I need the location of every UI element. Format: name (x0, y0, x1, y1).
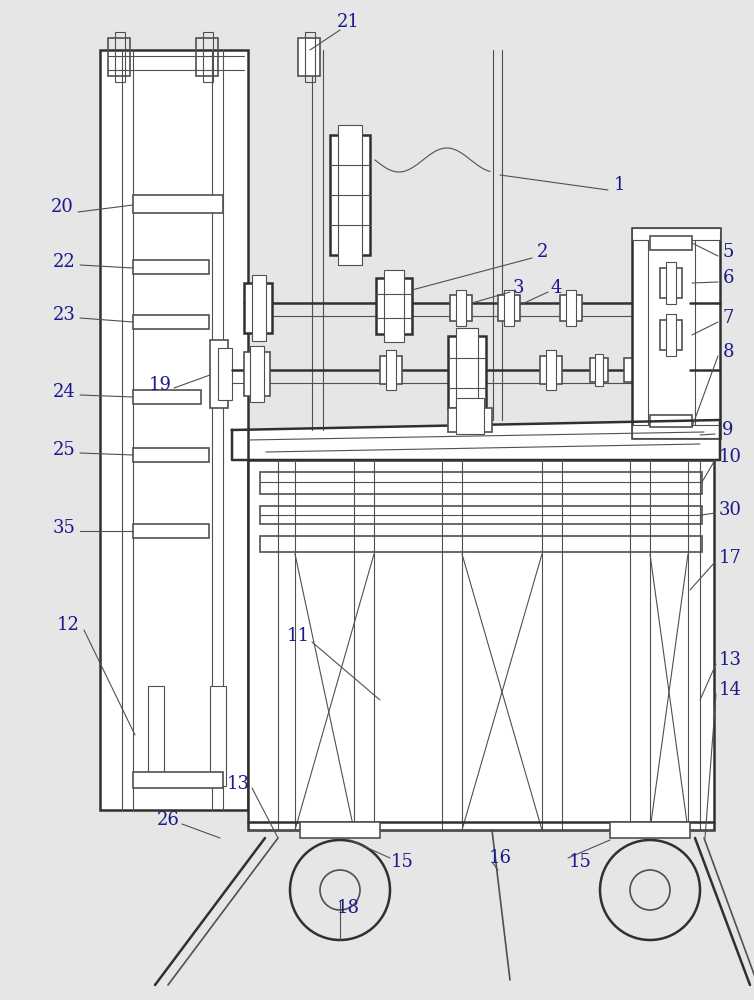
Polygon shape (232, 420, 720, 460)
Text: 23: 23 (53, 306, 75, 324)
Text: 21: 21 (336, 13, 360, 31)
Bar (100, 50, 248, 810)
Text: 35: 35 (53, 519, 75, 537)
Bar (133, 772, 223, 788)
Text: 24: 24 (53, 383, 75, 401)
Bar (498, 295, 520, 321)
Bar (660, 268, 682, 298)
Text: 17: 17 (719, 549, 741, 567)
Text: 18: 18 (336, 899, 360, 917)
Text: 12: 12 (57, 616, 79, 634)
Bar (540, 356, 562, 384)
Bar (456, 398, 484, 434)
Bar (218, 348, 232, 400)
Bar (380, 356, 402, 384)
Bar (456, 328, 478, 416)
Bar (632, 228, 720, 438)
Bar (133, 195, 223, 213)
Text: 26: 26 (157, 811, 179, 829)
Text: 7: 7 (722, 309, 734, 327)
Bar (260, 506, 702, 524)
Text: 15: 15 (391, 853, 413, 871)
Bar (650, 236, 692, 250)
Bar (566, 290, 576, 326)
Bar (196, 38, 218, 76)
Bar (244, 352, 270, 396)
Bar (305, 32, 315, 82)
Bar (590, 358, 608, 382)
Text: 30: 30 (719, 501, 741, 519)
Bar (610, 822, 690, 838)
Bar (250, 346, 264, 402)
Bar (298, 38, 320, 76)
Text: 6: 6 (722, 269, 734, 287)
Bar (260, 536, 702, 552)
Bar (666, 314, 676, 356)
Bar (456, 290, 466, 326)
Bar (595, 354, 603, 386)
Text: 9: 9 (722, 421, 734, 439)
Bar (252, 275, 266, 341)
Bar (376, 278, 412, 334)
Text: 11: 11 (287, 627, 309, 645)
Bar (560, 295, 582, 321)
Bar (386, 350, 396, 390)
Bar (384, 270, 404, 342)
Text: 16: 16 (489, 849, 511, 867)
Text: 8: 8 (722, 343, 734, 361)
Text: 10: 10 (719, 448, 741, 466)
Text: 13: 13 (719, 651, 741, 669)
Text: 19: 19 (149, 376, 171, 394)
Text: 14: 14 (719, 681, 741, 699)
Bar (660, 320, 682, 350)
Bar (624, 358, 642, 382)
Bar (108, 38, 130, 76)
Text: 5: 5 (722, 243, 734, 261)
Bar (248, 460, 714, 830)
Text: 22: 22 (53, 253, 75, 271)
Text: 2: 2 (536, 243, 547, 261)
Bar (244, 283, 272, 333)
Bar (300, 822, 380, 838)
Bar (133, 260, 209, 274)
Bar (632, 425, 720, 438)
Bar (448, 408, 492, 432)
Bar (148, 686, 164, 786)
Bar (133, 390, 201, 404)
Text: 20: 20 (51, 198, 73, 216)
Bar (450, 295, 472, 321)
Bar (260, 472, 702, 494)
Text: 13: 13 (226, 775, 250, 793)
Bar (448, 336, 486, 408)
Text: 15: 15 (569, 853, 591, 871)
Bar (133, 448, 209, 462)
Bar (210, 686, 226, 786)
Bar (546, 350, 556, 390)
Bar (504, 290, 514, 326)
Bar (666, 262, 676, 304)
Bar (133, 315, 209, 329)
Text: 25: 25 (53, 441, 75, 459)
Bar (203, 32, 213, 82)
Text: 4: 4 (550, 279, 562, 297)
Text: 3: 3 (512, 279, 524, 297)
Bar (338, 125, 362, 265)
Text: 1: 1 (615, 176, 626, 194)
Bar (632, 228, 720, 240)
Bar (650, 415, 692, 427)
Bar (133, 524, 209, 538)
Bar (330, 135, 370, 255)
Bar (115, 32, 125, 82)
Bar (210, 340, 228, 408)
